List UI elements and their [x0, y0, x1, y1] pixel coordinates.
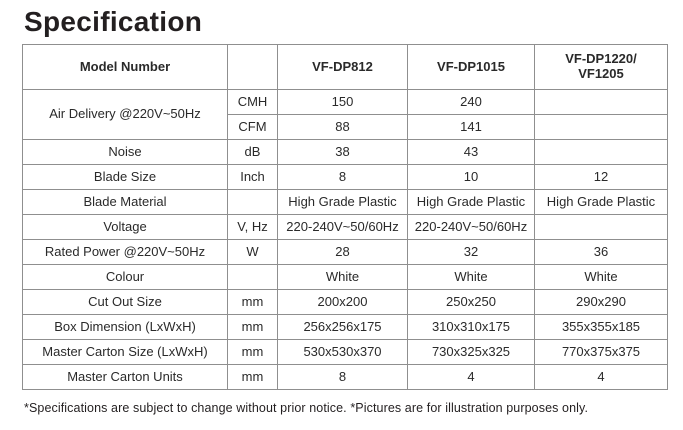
- row-label-master-carton-size: Master Carton Size (LxWxH): [22, 339, 228, 365]
- row-colour: Colour White White White: [22, 264, 668, 290]
- box-dimension-dp1015: 310x310x175: [407, 314, 535, 340]
- row-rated-power: Rated Power @220V~50Hz W 28 32 36: [22, 239, 668, 265]
- blade-material-dp812: High Grade Plastic: [277, 189, 408, 215]
- colour-dp1220: White: [534, 264, 668, 290]
- specification-table: Model Number VF-DP812 VF-DP1015 VF-DP122…: [22, 44, 668, 390]
- air-delivery-cmh-dp812: 150: [277, 89, 408, 115]
- unit-cmh: CMH: [227, 89, 278, 115]
- row-air-delivery-cfm: CFM 88 141: [23, 114, 668, 140]
- unit-inch: Inch: [227, 164, 278, 190]
- rated-power-dp1015: 32: [407, 239, 535, 265]
- row-blade-size: Blade Size Inch 8 10 12: [22, 164, 668, 190]
- header-model-vf-dp1015: VF-DP1015: [407, 44, 535, 90]
- master-carton-size-dp1015: 730x325x325: [407, 339, 535, 365]
- row-label-box-dimension: Box Dimension (LxWxH): [22, 314, 228, 340]
- unit-mm-carton-units: mm: [227, 364, 278, 390]
- blade-size-dp1015: 10: [407, 164, 535, 190]
- header-model-vf-dp812: VF-DP812: [277, 44, 408, 90]
- row-blade-material: Blade Material High Grade Plastic High G…: [22, 189, 668, 215]
- cut-out-size-dp812: 200x200: [277, 289, 408, 315]
- row-label-master-carton-units: Master Carton Units: [22, 364, 228, 390]
- box-dimension-dp812: 256x256x175: [277, 314, 408, 340]
- noise-dp1220: [534, 139, 668, 165]
- rated-power-dp812: 28: [277, 239, 408, 265]
- unit-blade-material: [227, 189, 278, 215]
- row-master-carton-size: Master Carton Size (LxWxH) mm 530x530x37…: [22, 339, 668, 365]
- colour-dp1015: White: [407, 264, 535, 290]
- colour-dp812: White: [277, 264, 408, 290]
- master-carton-size-dp812: 530x530x370: [277, 339, 408, 365]
- row-air-delivery-cmh: Air Delivery @220V~50Hz CMH 150 240: [22, 89, 668, 140]
- footnote: *Specifications are subject to change wi…: [24, 401, 589, 415]
- row-cut-out-size: Cut Out Size mm 200x200 250x250 290x290: [22, 289, 668, 315]
- row-label-air-delivery: Air Delivery @220V~50Hz: [22, 89, 228, 140]
- header-row: Model Number VF-DP812 VF-DP1015 VF-DP122…: [22, 44, 668, 90]
- voltage-dp1220: [534, 214, 668, 240]
- header-unit-cell: [227, 44, 278, 90]
- unit-colour: [227, 264, 278, 290]
- air-delivery-cmh-dp1015: 240: [407, 89, 535, 115]
- row-box-dimension: Box Dimension (LxWxH) mm 256x256x175 310…: [22, 314, 668, 340]
- master-carton-units-dp1220: 4: [534, 364, 668, 390]
- master-carton-units-dp1015: 4: [407, 364, 535, 390]
- voltage-dp812: 220-240V~50/60Hz: [277, 214, 408, 240]
- row-label-rated-power: Rated Power @220V~50Hz: [22, 239, 228, 265]
- blade-size-dp1220: 12: [534, 164, 668, 190]
- unit-w: W: [227, 239, 278, 265]
- blade-material-dp1220: High Grade Plastic: [534, 189, 668, 215]
- box-dimension-dp1220: 355x355x185: [534, 314, 668, 340]
- cut-out-size-dp1015: 250x250: [407, 289, 535, 315]
- row-voltage: Voltage V, Hz 220-240V~50/60Hz 220-240V~…: [22, 214, 668, 240]
- row-label-blade-size: Blade Size: [22, 164, 228, 190]
- row-master-carton-units: Master Carton Units mm 8 4 4: [22, 364, 668, 390]
- noise-dp812: 38: [277, 139, 408, 165]
- row-label-blade-material: Blade Material: [22, 189, 228, 215]
- header-model-number-label: Model Number: [22, 44, 228, 90]
- unit-cfm: CFM: [227, 114, 278, 140]
- air-delivery-cfm-dp812: 88: [277, 114, 408, 140]
- air-delivery-cfm-dp1220: [534, 114, 668, 140]
- row-label-colour: Colour: [22, 264, 228, 290]
- blade-size-dp812: 8: [277, 164, 408, 190]
- cut-out-size-dp1220: 290x290: [534, 289, 668, 315]
- row-noise: Noise dB 38 43: [22, 139, 668, 165]
- rated-power-dp1220: 36: [534, 239, 668, 265]
- unit-v-hz: V, Hz: [227, 214, 278, 240]
- unit-mm-box: mm: [227, 314, 278, 340]
- voltage-dp1015: 220-240V~50/60Hz: [407, 214, 535, 240]
- air-delivery-cmh-dp1220: [534, 89, 668, 115]
- blade-material-dp1015: High Grade Plastic: [407, 189, 535, 215]
- row-label-cut-out-size: Cut Out Size: [22, 289, 228, 315]
- master-carton-units-dp812: 8: [277, 364, 408, 390]
- air-delivery-cfm-dp1015: 141: [407, 114, 535, 140]
- row-label-voltage: Voltage: [22, 214, 228, 240]
- unit-mm-carton-size: mm: [227, 339, 278, 365]
- noise-dp1015: 43: [407, 139, 535, 165]
- unit-mm-cut-out: mm: [227, 289, 278, 315]
- master-carton-size-dp1220: 770x375x375: [534, 339, 668, 365]
- header-model-vf-dp1220: VF-DP1220/ VF1205: [534, 44, 668, 90]
- page-title: Specification: [24, 6, 203, 37]
- unit-db: dB: [227, 139, 278, 165]
- row-label-noise: Noise: [22, 139, 228, 165]
